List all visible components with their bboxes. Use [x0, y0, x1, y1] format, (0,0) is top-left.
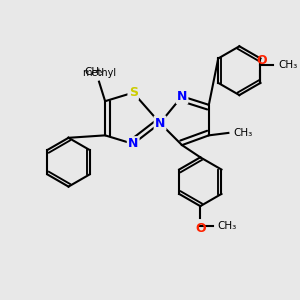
- Text: S: S: [129, 86, 138, 99]
- Text: CH₃: CH₃: [218, 221, 237, 231]
- Text: CH₃: CH₃: [279, 60, 298, 70]
- Text: O: O: [256, 54, 267, 67]
- Text: CH₃: CH₃: [85, 67, 104, 77]
- Text: O: O: [195, 222, 206, 235]
- Text: CH₃: CH₃: [233, 128, 253, 138]
- Text: methyl: methyl: [82, 68, 116, 78]
- Text: N: N: [177, 90, 187, 103]
- Text: N: N: [128, 137, 138, 150]
- Text: N: N: [155, 117, 165, 130]
